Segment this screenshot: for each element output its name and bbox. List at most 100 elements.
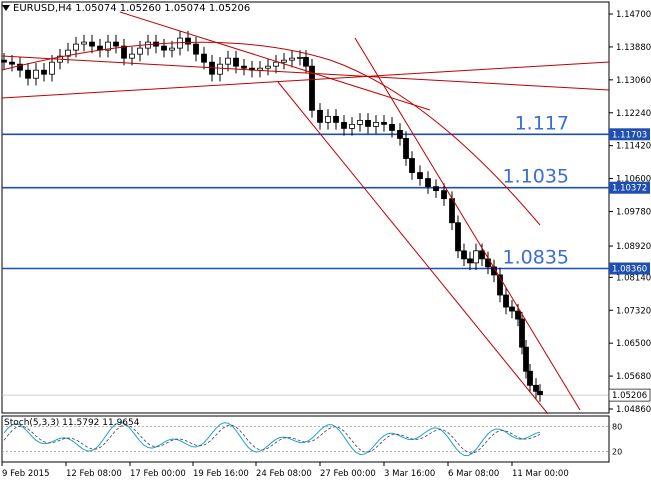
candle-body	[325, 115, 331, 123]
candle-body	[241, 65, 247, 69]
candle-body	[89, 41, 95, 47]
price-axis-label: 1.08920	[616, 242, 651, 252]
candle-body	[309, 65, 315, 111]
level-price-tag-text: 1.11703	[612, 130, 647, 140]
symbol-label: EURUSD,H4	[13, 3, 73, 14]
candle-body	[425, 178, 431, 188]
candle-body	[289, 57, 295, 61]
price-axis-label: 1.04860	[616, 405, 651, 415]
candle-body	[273, 61, 279, 67]
candle-body	[341, 121, 347, 129]
stochastic-label: Stoch(5,3,3) 11.5792 11.9654	[4, 418, 140, 428]
candle-body	[17, 63, 23, 71]
candle-body	[523, 346, 529, 372]
candle-body	[455, 222, 461, 252]
candle-body	[357, 119, 363, 125]
stoch-main-line	[3, 421, 541, 457]
candle-body	[479, 250, 485, 260]
trendline-upper-falling[interactable]	[1, 55, 610, 91]
candle-body	[297, 56, 303, 59]
price-axis-label: 1.11420	[616, 142, 651, 152]
candle-body	[225, 57, 231, 65]
candle-body	[25, 69, 31, 79]
candle-body	[397, 130, 403, 139]
candle-body	[33, 69, 39, 79]
time-axis-label: 24 Feb 08:00	[256, 469, 312, 479]
candle-body	[81, 41, 87, 45]
level-price-tag-text: 1.08360	[612, 265, 647, 275]
time-axis-label: 17 Feb 00:00	[130, 469, 186, 479]
candle-body	[441, 190, 447, 200]
time-axis-label: 9 Feb 2015	[2, 469, 50, 479]
price-axis-label: 1.08140	[616, 273, 651, 283]
current-price-tag-text: 1.05206	[612, 391, 647, 401]
price-axis-label: 1.13880	[616, 43, 651, 53]
current-price-tag	[608, 388, 651, 402]
candle-body	[161, 45, 167, 51]
candle-body	[129, 53, 135, 59]
candle-body	[233, 57, 239, 67]
level-label: 1.117	[515, 112, 569, 134]
candle-body	[509, 306, 515, 312]
stochastic-frame	[1, 415, 610, 463]
time-axis-label: 11 Mar 00:00	[512, 469, 569, 479]
time-axis-label: 27 Feb 00:00	[320, 469, 376, 479]
candle-body	[49, 61, 55, 75]
price-axis-label: 1.05680	[616, 372, 651, 382]
high-value: 1.05260	[119, 3, 162, 14]
low-value: 1.05074	[164, 3, 206, 14]
candle-body	[381, 121, 387, 125]
stoch-level-label: 20	[612, 448, 622, 457]
candle-body	[169, 47, 175, 51]
candle-body	[417, 172, 423, 179]
level-label: 1.0835	[503, 247, 569, 269]
channel-upper-line[interactable]	[354, 37, 581, 411]
candle-body	[461, 250, 467, 260]
candle-body	[473, 250, 479, 264]
candle-body	[113, 41, 119, 47]
candle-body	[433, 186, 439, 192]
candle-body	[193, 43, 199, 55]
level-price-tag-text: 1.10372	[612, 184, 647, 194]
moving-average-curve[interactable]	[1, 41, 541, 226]
candle-body	[281, 59, 287, 63]
price-axis-label: 1.14700	[616, 10, 651, 20]
candle-body	[409, 158, 415, 173]
level-price-tag	[609, 262, 650, 275]
candle-body	[73, 43, 79, 51]
candle-body	[515, 310, 521, 320]
candle-body	[389, 123, 395, 131]
time-axis-label: 12 Feb 08:00	[66, 469, 122, 479]
time-axis-label: 19 Feb 16:00	[193, 469, 249, 479]
candle-body	[105, 41, 111, 51]
candle-body	[333, 115, 339, 123]
candle-body	[185, 37, 191, 45]
candle-body	[217, 63, 223, 75]
close-value: 1.05206	[208, 3, 251, 14]
price-axis-label: 1.06500	[616, 339, 651, 349]
candle-body	[121, 45, 127, 59]
candle-body	[527, 370, 533, 386]
open-value: 1.05074	[75, 3, 117, 14]
channel-lower-line[interactable]	[277, 81, 549, 415]
trendline-descending-top[interactable]	[119, 11, 431, 111]
candle-body	[403, 138, 409, 159]
level-label: 1.1035	[503, 166, 569, 188]
candle-body	[201, 53, 207, 63]
price-axis-label: 1.09780	[616, 208, 651, 218]
candle-body	[449, 198, 455, 224]
candle-body	[537, 390, 543, 395]
candle-body	[467, 258, 473, 264]
trendline-lower-rising[interactable]	[1, 61, 610, 99]
price-axis-label: 1.12240	[616, 109, 651, 119]
level-price-tag	[609, 128, 650, 141]
candle-body	[265, 65, 271, 69]
candle-body	[373, 121, 379, 127]
main-plot-frame	[1, 1, 610, 414]
candle-body	[41, 69, 47, 75]
price-axis-label: 1.07320	[616, 306, 651, 316]
candle-body	[349, 123, 355, 129]
stoch-signal-line	[3, 424, 541, 454]
symbol-dropdown-icon[interactable]	[2, 5, 10, 11]
